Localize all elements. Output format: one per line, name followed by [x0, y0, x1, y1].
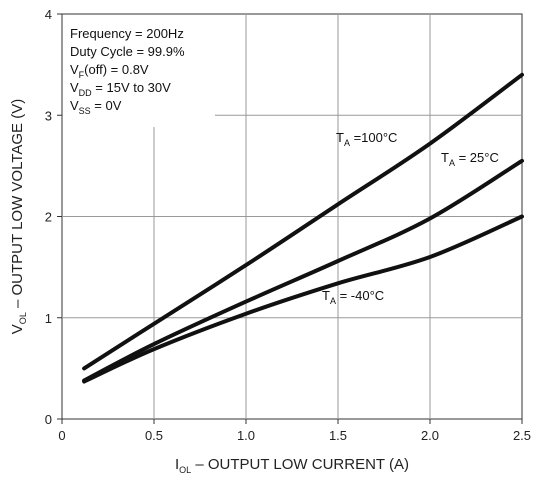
series-layer: [82, 72, 524, 384]
series-label-2: TA = 25°C: [441, 150, 499, 168]
x-tick-label: 1.0: [237, 428, 255, 443]
condition-line: VF(off) = 0.8V: [70, 62, 149, 80]
series-line-3: [82, 214, 524, 384]
y-tick-label: 1: [45, 311, 52, 326]
conditions-text: Frequency = 200Hz Duty Cycle = 99.9% VF(of…: [70, 26, 185, 116]
x-tick-labels: 0 0.5 1.0 1.5 2.0 2.5: [58, 428, 531, 443]
conditions-box: [63, 15, 215, 127]
y-tick-label: 4: [45, 7, 52, 22]
series-label-3: TA = -40°C: [322, 288, 384, 306]
series-line-1: [82, 72, 524, 371]
x-tick-label: 2.0: [421, 428, 439, 443]
x-tick-label: 1.5: [329, 428, 347, 443]
y-tick-label: 0: [45, 412, 52, 427]
series-line-2: [82, 158, 524, 383]
condition-line: Frequency = 200Hz: [70, 26, 184, 41]
condition-line: VSS = 0V: [70, 98, 122, 116]
x-tick-label: 0: [58, 428, 65, 443]
series-labels: TA =100°C TA = 25°C TA = -40°C: [322, 130, 499, 306]
condition-line: Duty Cycle = 99.9%: [70, 44, 185, 59]
x-tick-label: 2.5: [513, 428, 531, 443]
y-tick-label: 2: [45, 210, 52, 225]
condition-line: VDD = 15V to 30V: [70, 80, 171, 98]
x-tick-label: 0.5: [145, 428, 163, 443]
x-axis-title: IOL – OUTPUT LOW CURRENT (A): [175, 456, 409, 475]
series-label-1: TA =100°C: [336, 130, 397, 148]
y-axis-title: VOL – OUTPUT LOW VOLTAGE (V): [9, 99, 28, 334]
y-tick-label: 3: [45, 108, 52, 123]
y-tick-labels: 0 1 2 3 4: [45, 7, 52, 427]
